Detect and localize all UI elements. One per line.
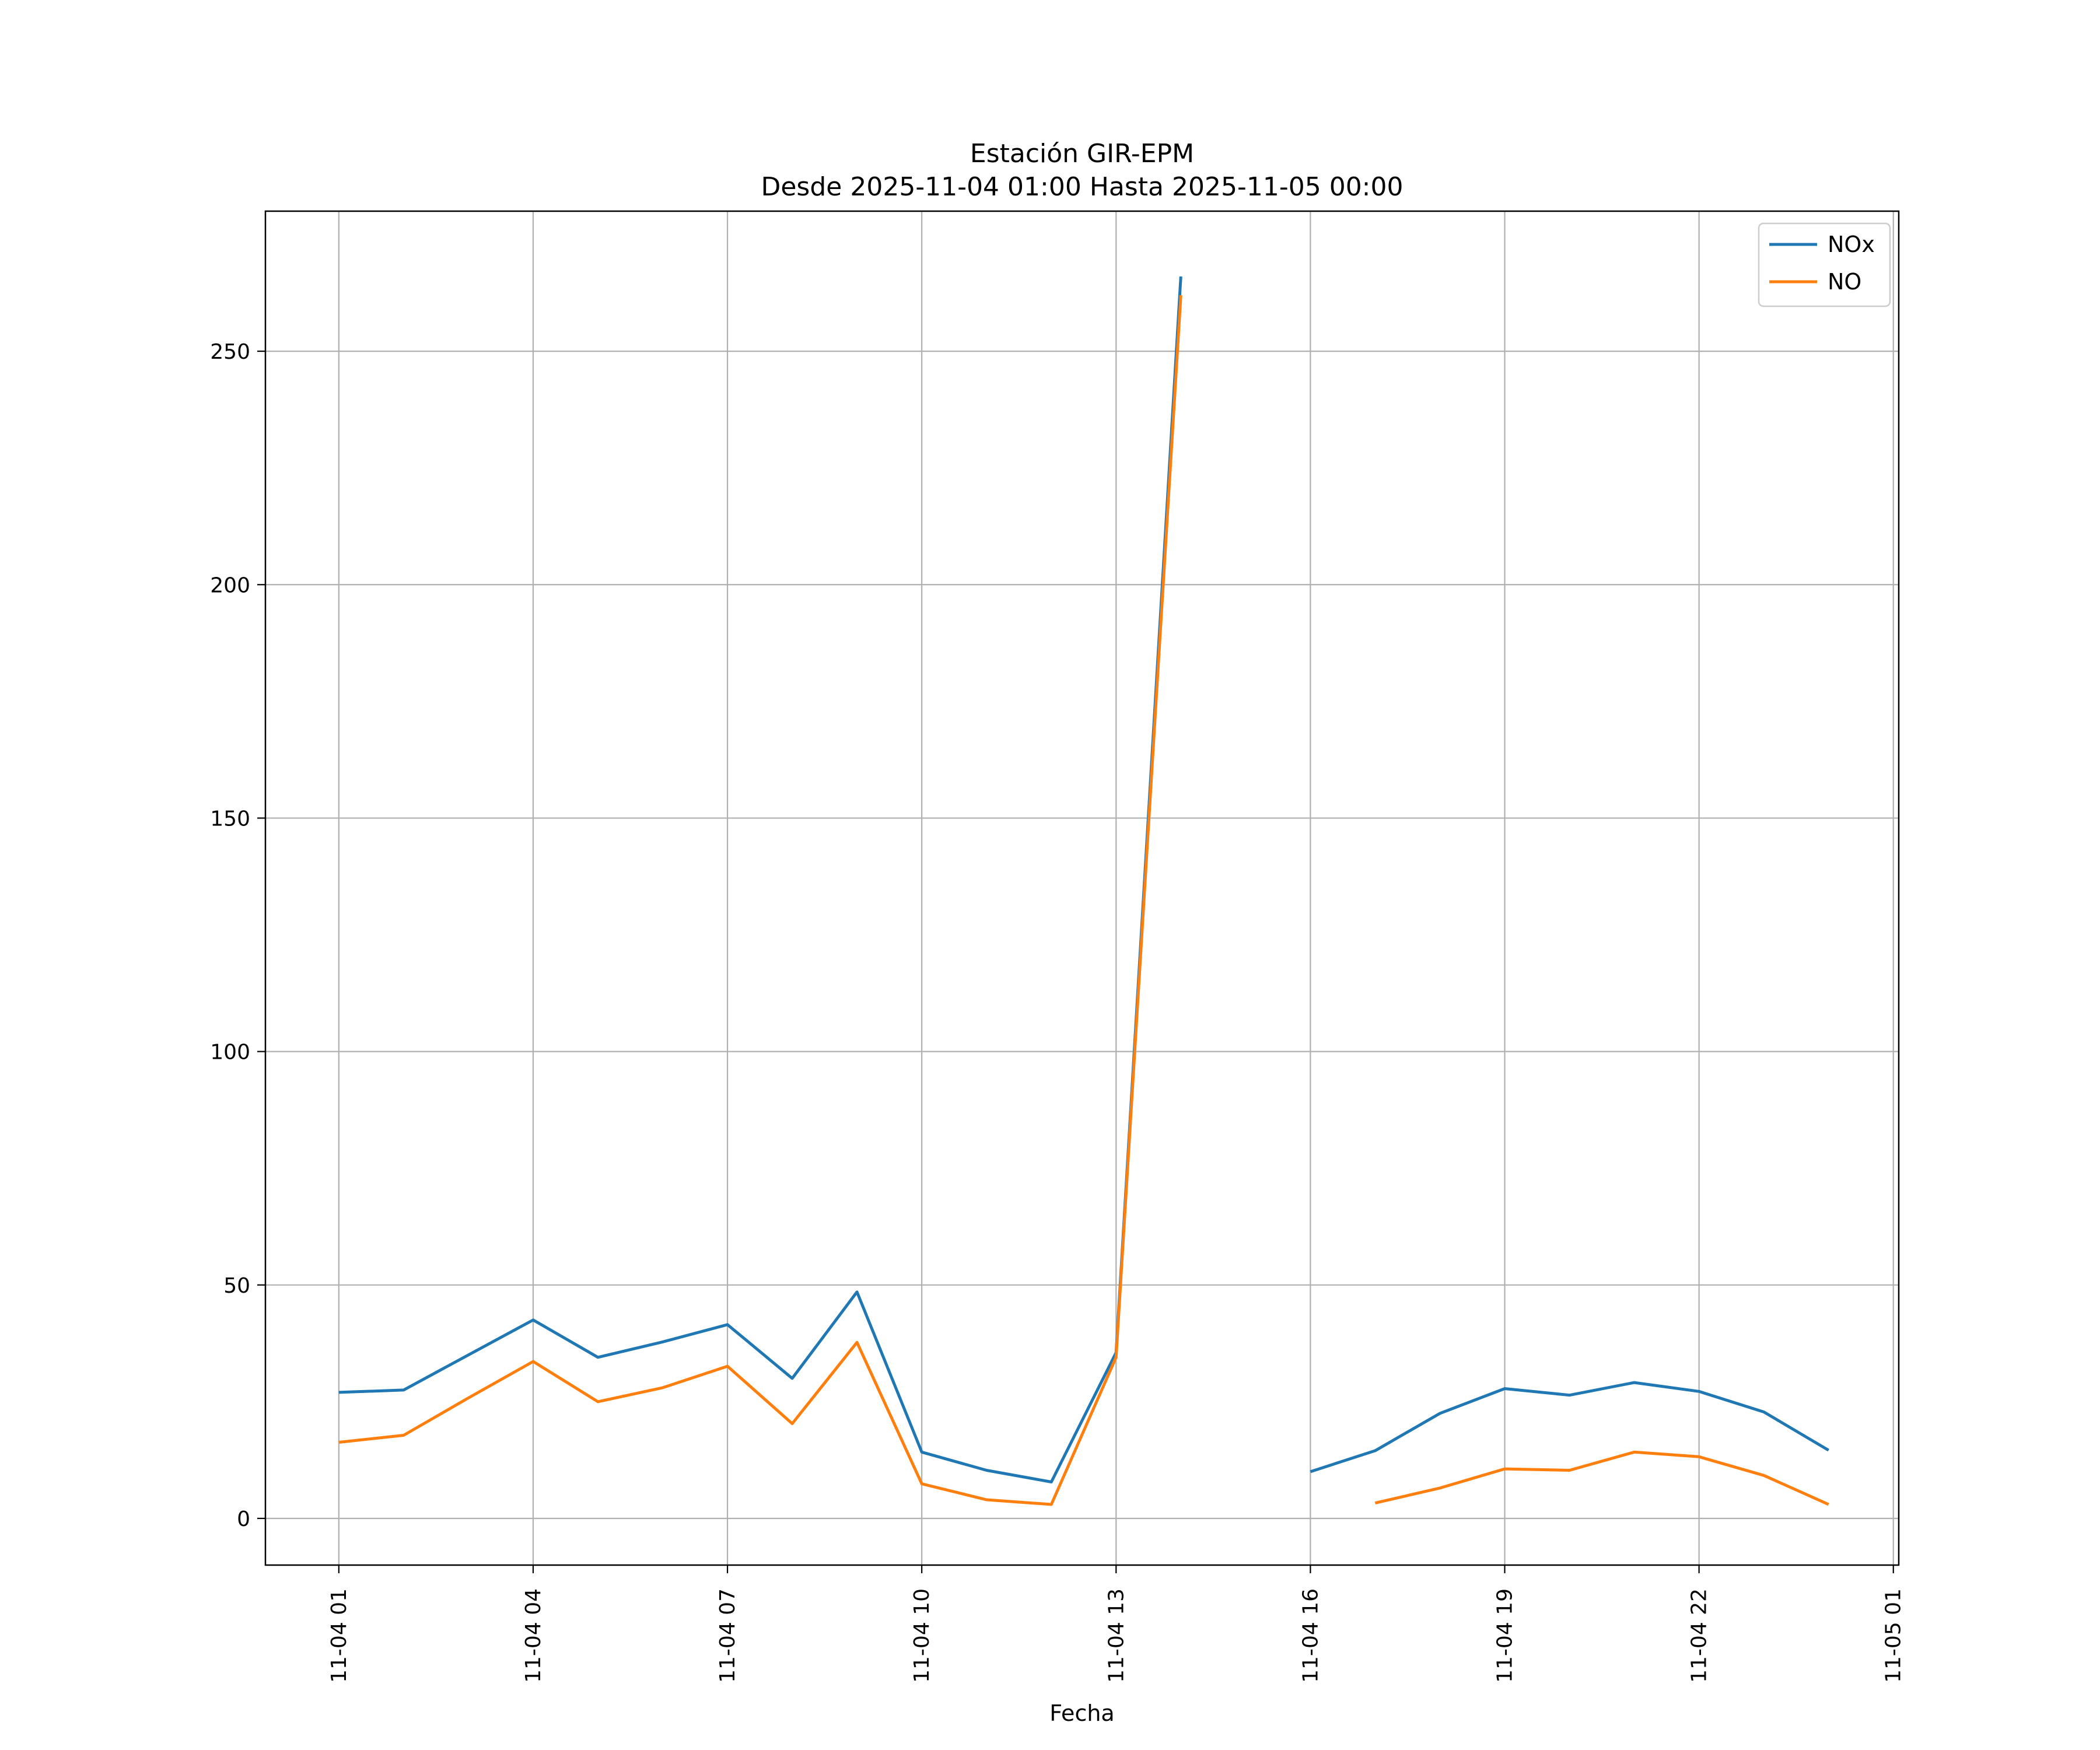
x-tick-label: 11-04 10: [910, 1588, 934, 1683]
legend-label-no: NO: [1828, 269, 1861, 295]
x-tick-label: 11-04 22: [1688, 1588, 1712, 1683]
x-tick-label: 11-04 04: [522, 1588, 545, 1683]
legend-label-nox: NOx: [1828, 232, 1875, 257]
chart-title: Estación GIR-EPM: [970, 139, 1194, 169]
x-axis-label: Fecha: [1049, 1700, 1114, 1726]
x-tick-label: 11-04 19: [1493, 1588, 1517, 1683]
series-line-nox: [338, 276, 1829, 1483]
y-tick-label: 250: [210, 340, 250, 364]
series-line-no: [338, 295, 1829, 1506]
y-tick-label: 200: [210, 573, 250, 597]
plot-frame: [264, 210, 1900, 1566]
legend: NOx NO: [1758, 222, 1891, 307]
grid-layer: [265, 211, 1899, 1565]
tick-layer: 11-04 01 11-04 04 11-04 07 11-04 10 11-04 13…: [210, 340, 1905, 1683]
y-tick-label: 150: [210, 807, 250, 831]
chart-subtitle: Desde 2025-11-04 01:00 Hasta 2025-11-05 …: [761, 172, 1403, 202]
y-tick-label: 0: [237, 1507, 250, 1531]
x-tick-label: 11-04 16: [1298, 1588, 1322, 1683]
x-tick-label: 11-04 01: [327, 1588, 351, 1683]
series-layer: [338, 276, 1829, 1506]
y-tick-label: 100: [210, 1041, 250, 1065]
x-tick-label: 11-05 01: [1882, 1588, 1906, 1683]
x-tick-label: 11-04 13: [1104, 1588, 1128, 1683]
y-tick-label: 50: [223, 1274, 250, 1298]
x-tick-label: 11-04 07: [716, 1588, 740, 1683]
